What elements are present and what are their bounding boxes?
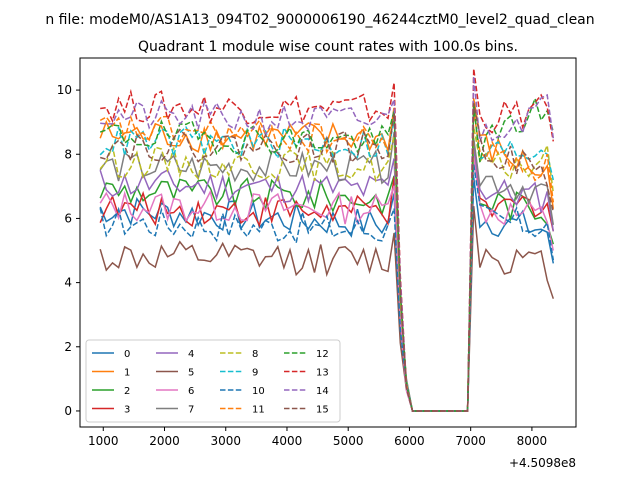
y-tick-label: 4 bbox=[64, 276, 72, 290]
legend-label: 5 bbox=[188, 368, 194, 379]
y-axis: 0 2 4 6 8 10 bbox=[57, 83, 80, 418]
legend-label: 0 bbox=[124, 349, 130, 360]
x-tick-label: 8000 bbox=[517, 434, 548, 448]
x-axis: 1000 2000 3000 4000 5000 6000 7000 8000 bbox=[88, 427, 547, 448]
legend-label: 9 bbox=[252, 368, 258, 379]
series-line-7 bbox=[99, 132, 555, 412]
x-tick-label: 6000 bbox=[394, 434, 425, 448]
legend-label: 2 bbox=[124, 386, 130, 397]
legend-label: 13 bbox=[316, 368, 329, 379]
plot-frame bbox=[79, 57, 577, 428]
series-line-5 bbox=[99, 206, 555, 412]
x-tick-label: 1000 bbox=[88, 434, 119, 448]
series-line-10 bbox=[99, 164, 555, 412]
chart-title: Quadrant 1 module wise count rates with … bbox=[138, 39, 518, 55]
y-tick-label: 0 bbox=[64, 404, 72, 418]
series-line-15 bbox=[99, 103, 555, 412]
legend-label: 15 bbox=[316, 405, 329, 416]
legend-label: 4 bbox=[188, 349, 194, 360]
figure-suptitle: n file: modeM0/AS1A13_094T02_9000006190_… bbox=[45, 12, 594, 28]
legend-box bbox=[85, 339, 341, 423]
y-tick-label: 8 bbox=[64, 147, 72, 161]
x-tick-label: 5000 bbox=[333, 434, 364, 448]
series-line-13 bbox=[100, 68, 555, 412]
legend-label: 8 bbox=[252, 349, 258, 360]
legend-label: 10 bbox=[252, 386, 265, 397]
x-tick-label: 2000 bbox=[149, 434, 180, 448]
x-tick-label: 7000 bbox=[455, 434, 486, 448]
legend-label: 1 bbox=[124, 368, 130, 379]
legend-label: 3 bbox=[124, 405, 130, 416]
legend-label: 14 bbox=[316, 386, 329, 397]
y-tick-label: 6 bbox=[64, 211, 72, 225]
legend-label: 7 bbox=[188, 405, 194, 416]
y-tick-label: 10 bbox=[57, 83, 72, 97]
legend-label: 12 bbox=[316, 349, 329, 360]
series-line-0 bbox=[99, 177, 555, 412]
legend-label: 11 bbox=[252, 405, 265, 416]
legend-label: 6 bbox=[188, 386, 194, 397]
series-line-14 bbox=[100, 76, 555, 412]
series-line-12 bbox=[99, 96, 555, 412]
x-tick-label: 3000 bbox=[210, 434, 241, 448]
x-tick-label: 4000 bbox=[272, 434, 303, 448]
series-line-8 bbox=[99, 126, 555, 412]
x-axis-offset-label: +4.5098e8 bbox=[509, 456, 576, 470]
y-tick-label: 2 bbox=[64, 340, 72, 354]
series-layer bbox=[99, 68, 555, 412]
series-line-11 bbox=[99, 106, 555, 412]
